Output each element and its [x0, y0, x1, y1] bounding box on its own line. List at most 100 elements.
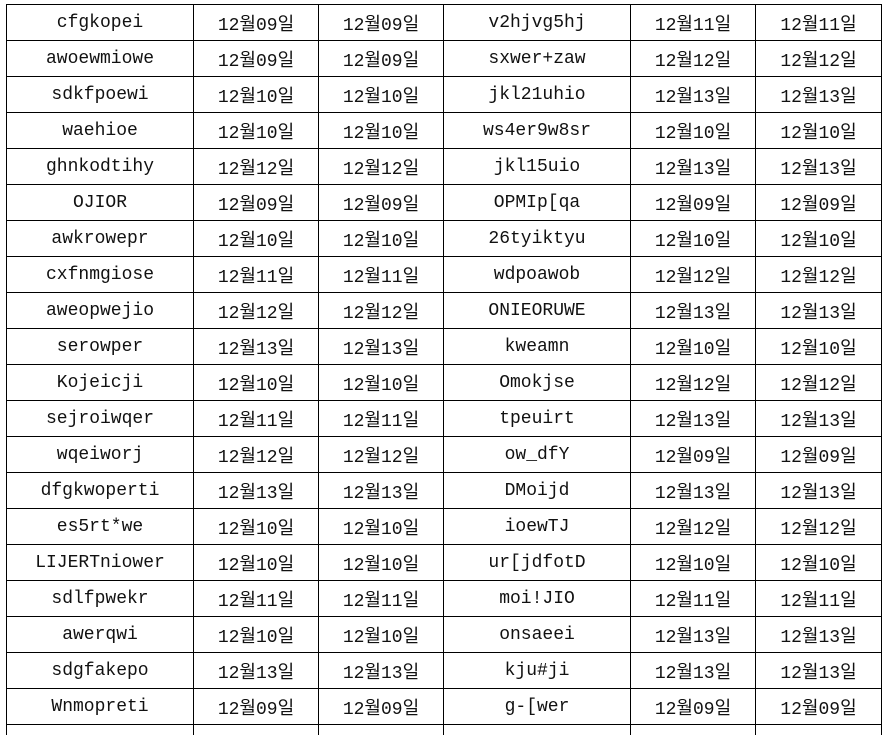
- date-cell[interactable]: 12월10일: [194, 545, 319, 581]
- date-cell[interactable]: 12월09일: [756, 185, 882, 221]
- date-cell[interactable]: 12월09일: [631, 689, 756, 725]
- date-cell[interactable]: 12월13일: [756, 401, 882, 437]
- date-cell[interactable]: 12월10일: [194, 617, 319, 653]
- date-cell[interactable]: 12월11일: [631, 581, 756, 617]
- date-cell[interactable]: 12월12일: [319, 437, 444, 473]
- date-cell[interactable]: 12월09일: [194, 185, 319, 221]
- date-cell[interactable]: 12월13일: [756, 617, 882, 653]
- date-cell[interactable]: 12월09일: [319, 185, 444, 221]
- name-cell[interactable]: moi!JIO: [444, 581, 631, 617]
- date-cell[interactable]: 12월09일: [319, 41, 444, 77]
- name-cell[interactable]: ws4er9w8sr: [444, 113, 631, 149]
- date-cell[interactable]: 12월12일: [631, 41, 756, 77]
- date-cell[interactable]: 12월10일: [631, 329, 756, 365]
- date-cell[interactable]: 12월13일: [631, 473, 756, 509]
- date-cell[interactable]: 12월13일: [319, 473, 444, 509]
- date-cell[interactable]: 12월11일: [756, 5, 882, 41]
- name-cell[interactable]: Omokjse: [444, 365, 631, 401]
- name-cell[interactable]: ioewTJ: [444, 509, 631, 545]
- date-cell[interactable]: 12월12일: [631, 509, 756, 545]
- date-cell[interactable]: 12월13일: [319, 329, 444, 365]
- name-cell[interactable]: waehioe: [7, 113, 194, 149]
- empty-cell[interactable]: [444, 725, 631, 735]
- name-cell[interactable]: aweopwejio: [7, 293, 194, 329]
- date-cell[interactable]: 12월13일: [194, 653, 319, 689]
- date-cell[interactable]: 12월12일: [631, 257, 756, 293]
- name-cell[interactable]: jkl15uio: [444, 149, 631, 185]
- date-cell[interactable]: 12월12일: [194, 149, 319, 185]
- date-cell[interactable]: 12월10일: [756, 329, 882, 365]
- date-cell[interactable]: 12월13일: [756, 293, 882, 329]
- name-cell[interactable]: cxfnmgiose: [7, 257, 194, 293]
- name-cell[interactable]: DMoijd: [444, 473, 631, 509]
- date-cell[interactable]: 12월12일: [631, 365, 756, 401]
- name-cell[interactable]: tpeuirt: [444, 401, 631, 437]
- date-cell[interactable]: 12월13일: [631, 293, 756, 329]
- date-cell[interactable]: 12월09일: [756, 437, 882, 473]
- name-cell[interactable]: jkl21uhio: [444, 77, 631, 113]
- date-cell[interactable]: 12월10일: [319, 221, 444, 257]
- date-cell[interactable]: 12월13일: [756, 653, 882, 689]
- name-cell[interactable]: sdgfakepo: [7, 653, 194, 689]
- date-cell[interactable]: 12월11일: [631, 5, 756, 41]
- date-cell[interactable]: 12월10일: [756, 113, 882, 149]
- date-cell[interactable]: 12월12일: [756, 41, 882, 77]
- name-cell[interactable]: awoewmiowe: [7, 41, 194, 77]
- name-cell[interactable]: wdpoawob: [444, 257, 631, 293]
- date-cell[interactable]: 12월10일: [631, 545, 756, 581]
- date-cell[interactable]: 12월10일: [319, 365, 444, 401]
- date-cell[interactable]: 12월12일: [756, 257, 882, 293]
- date-cell[interactable]: 12월13일: [319, 653, 444, 689]
- empty-cell[interactable]: [756, 725, 882, 735]
- date-cell[interactable]: 12월11일: [319, 581, 444, 617]
- empty-cell[interactable]: [194, 725, 319, 735]
- name-cell[interactable]: ur[jdfotD: [444, 545, 631, 581]
- name-cell[interactable]: kweamn: [444, 329, 631, 365]
- date-cell[interactable]: 12월12일: [194, 293, 319, 329]
- date-cell[interactable]: 12월09일: [756, 689, 882, 725]
- date-cell[interactable]: 12월10일: [631, 113, 756, 149]
- date-cell[interactable]: 12월09일: [194, 5, 319, 41]
- name-cell[interactable]: sdlfpwekr: [7, 581, 194, 617]
- date-cell[interactable]: 12월13일: [756, 77, 882, 113]
- date-cell[interactable]: 12월11일: [756, 581, 882, 617]
- date-cell[interactable]: 12월11일: [319, 401, 444, 437]
- date-cell[interactable]: 12월11일: [319, 257, 444, 293]
- date-cell[interactable]: 12월10일: [194, 113, 319, 149]
- date-cell[interactable]: 12월10일: [319, 545, 444, 581]
- date-cell[interactable]: 12월12일: [319, 293, 444, 329]
- name-cell[interactable]: Wnmopreti: [7, 689, 194, 725]
- date-cell[interactable]: 12월10일: [319, 113, 444, 149]
- name-cell[interactable]: Kojeicji: [7, 365, 194, 401]
- date-cell[interactable]: 12월13일: [756, 149, 882, 185]
- name-cell[interactable]: OJIOR: [7, 185, 194, 221]
- name-cell[interactable]: ghnkodtihy: [7, 149, 194, 185]
- empty-cell[interactable]: [319, 725, 444, 735]
- date-cell[interactable]: 12월10일: [631, 221, 756, 257]
- date-cell[interactable]: 12월10일: [194, 365, 319, 401]
- name-cell[interactable]: v2hjvg5hj: [444, 5, 631, 41]
- name-cell[interactable]: LIJERTniower: [7, 545, 194, 581]
- name-cell[interactable]: kju#ji: [444, 653, 631, 689]
- empty-cell[interactable]: [7, 725, 194, 735]
- date-cell[interactable]: 12월09일: [319, 5, 444, 41]
- name-cell[interactable]: awkrowepr: [7, 221, 194, 257]
- name-cell[interactable]: OPMIp[qa: [444, 185, 631, 221]
- date-cell[interactable]: 12월13일: [631, 617, 756, 653]
- date-cell[interactable]: 12월12일: [756, 509, 882, 545]
- date-cell[interactable]: 12월13일: [756, 473, 882, 509]
- name-cell[interactable]: es5rt*we: [7, 509, 194, 545]
- date-cell[interactable]: 12월13일: [631, 653, 756, 689]
- date-cell[interactable]: 12월13일: [194, 329, 319, 365]
- date-cell[interactable]: 12월10일: [319, 617, 444, 653]
- date-cell[interactable]: 12월13일: [631, 401, 756, 437]
- name-cell[interactable]: onsaeei: [444, 617, 631, 653]
- name-cell[interactable]: 26tyiktyu: [444, 221, 631, 257]
- name-cell[interactable]: cfgkopei: [7, 5, 194, 41]
- date-cell[interactable]: 12월10일: [319, 509, 444, 545]
- date-cell[interactable]: 12월10일: [756, 545, 882, 581]
- date-cell[interactable]: 12월09일: [631, 185, 756, 221]
- date-cell[interactable]: 12월11일: [194, 257, 319, 293]
- name-cell[interactable]: ONIEORUWE: [444, 293, 631, 329]
- date-cell[interactable]: 12월10일: [194, 77, 319, 113]
